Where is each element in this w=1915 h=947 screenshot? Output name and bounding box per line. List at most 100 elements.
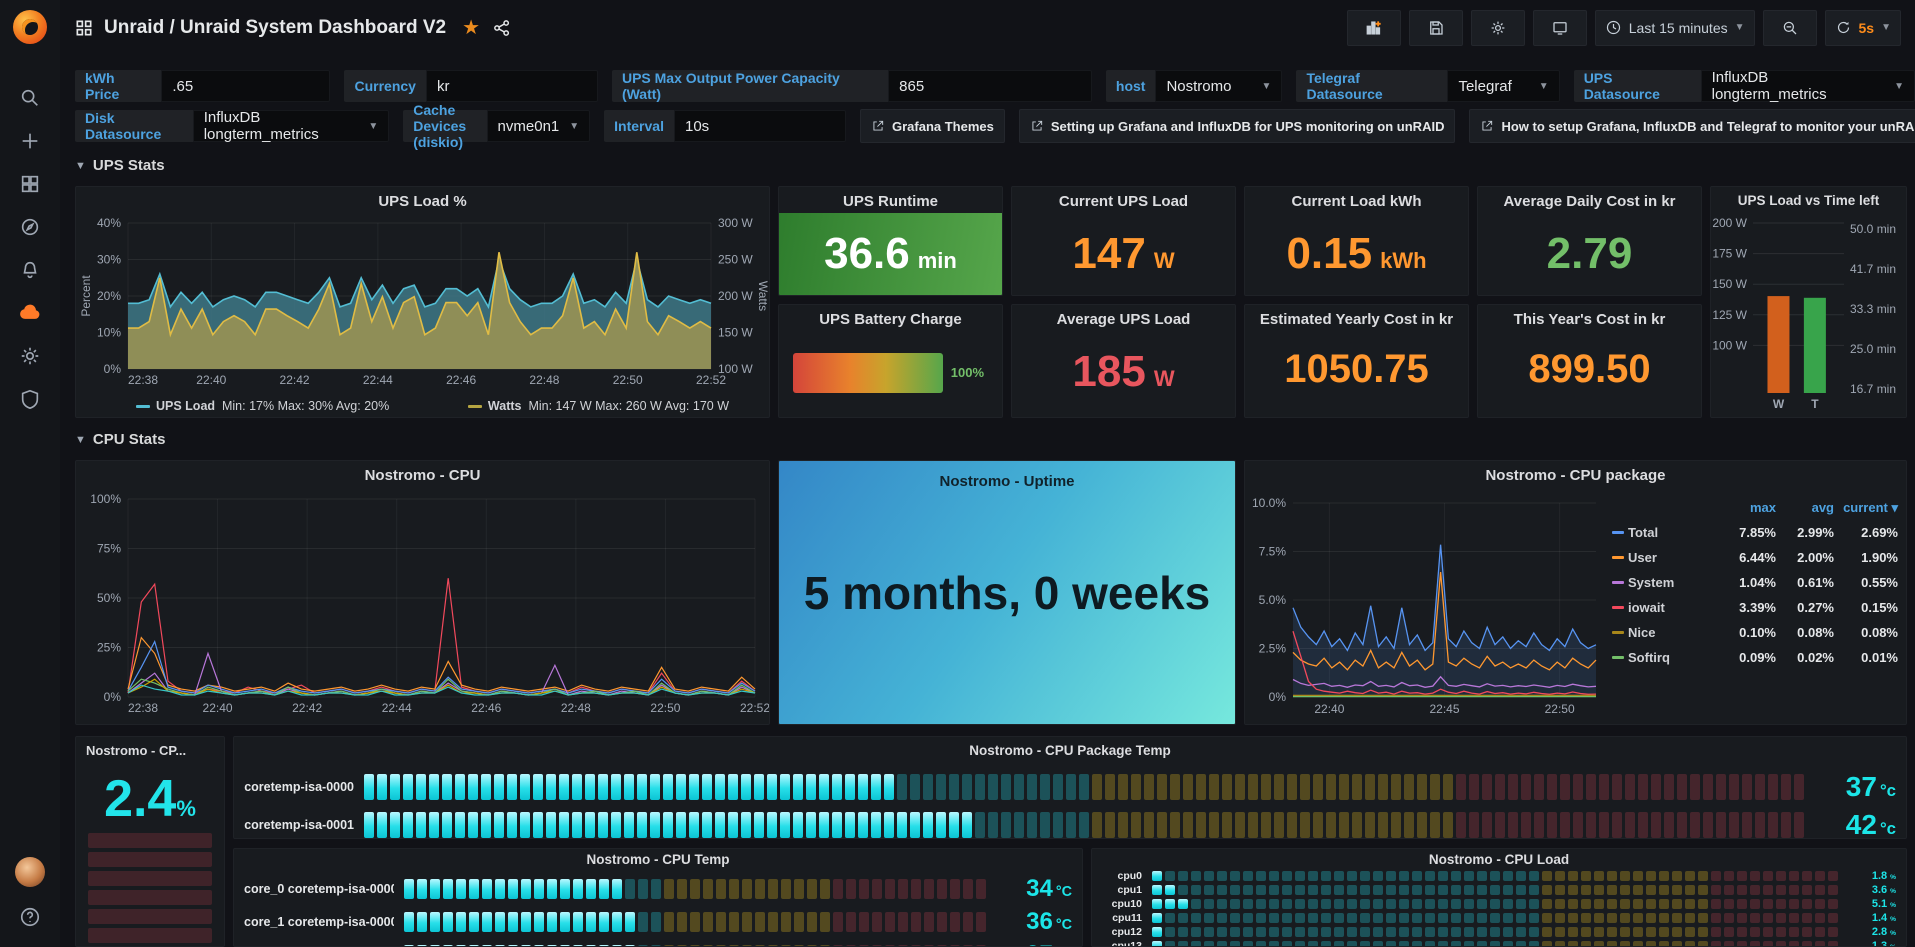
time-range-picker[interactable]: Last 15 minutes ▼ <box>1594 9 1755 46</box>
variable-label: kWh Price <box>75 70 162 102</box>
sidebar <box>0 0 60 947</box>
gauge-cells <box>364 812 1816 838</box>
svg-text:41.7 min: 41.7 min <box>1850 262 1896 276</box>
legend-series-name[interactable]: User <box>1628 550 1657 565</box>
svg-text:125 W: 125 W <box>1712 308 1747 322</box>
panel-nostromo-uptime: Nostromo - Uptime 5 months, 0 weeks <box>778 460 1236 725</box>
stat-value: 147 <box>1072 229 1146 278</box>
variable-select[interactable]: nvme0n1 ▼ <box>486 110 591 142</box>
chevron-down-icon: ▼ <box>569 120 580 132</box>
svg-text:0%: 0% <box>104 690 122 704</box>
legend-col-max[interactable]: max <box>1749 500 1776 515</box>
alerting-bell-icon[interactable] <box>10 250 50 290</box>
create-plus-icon[interactable] <box>10 121 50 161</box>
legend-series-name[interactable]: System <box>1628 575 1675 590</box>
user-avatar[interactable] <box>15 857 45 887</box>
dashboards-icon[interactable] <box>10 164 50 204</box>
dashboard-link[interactable]: How to setup Grafana, InfluxDB and Teleg… <box>1469 109 1915 143</box>
panel-title[interactable]: Nostromo - CPU <box>364 467 481 484</box>
svg-text:22:50: 22:50 <box>650 701 680 715</box>
legend-series-name[interactable]: iowait <box>1628 600 1665 615</box>
gauge-row-label: cpu0 <box>1117 870 1142 882</box>
panel-title[interactable]: Estimated Yearly Cost in kr <box>1259 311 1454 328</box>
panel-title[interactable]: Nostromo - Uptime <box>939 473 1075 490</box>
svg-text:22:46: 22:46 <box>446 373 476 387</box>
zoom-out-button[interactable] <box>1762 9 1817 46</box>
gauge-cells <box>364 774 1816 800</box>
panel-average-ups-load: Average UPS Load 185 W <box>1011 304 1236 418</box>
refresh-button[interactable]: 5s ▼ <box>1824 9 1901 46</box>
panel-title[interactable]: UPS Runtime <box>842 193 938 210</box>
kiosk-tv-button[interactable] <box>1532 9 1587 46</box>
cpu-pct-bar-gauge <box>76 833 224 946</box>
row-header-ups-stats[interactable]: ▼ UPS Stats <box>75 157 165 174</box>
variable-label: Cache Devices (diskio) <box>403 102 487 150</box>
stat-value: 1050.75 <box>1284 347 1429 391</box>
variable-input[interactable]: kr <box>425 70 598 102</box>
panel-title[interactable]: Nostromo - CPU Load <box>1428 852 1570 867</box>
add-panel-button[interactable] <box>1346 9 1401 46</box>
help-icon[interactable] <box>10 897 50 937</box>
variable-select[interactable]: InfluxDB longterm_metrics ▼ <box>192 109 390 143</box>
variable-label: Disk Datasource <box>75 110 193 142</box>
panel-estimated-yearly-cost: Estimated Yearly Cost in kr 1050.75 <box>1244 304 1469 418</box>
top-nav: Unraid / Unraid System Dashboard V2 ★ La… <box>60 0 1915 55</box>
gauge-value: 3.6% <box>1871 884 1896 896</box>
panel-title[interactable]: Average Daily Cost in kr <box>1503 193 1676 210</box>
time-range-label: Last 15 minutes <box>1628 19 1728 36</box>
variable-input[interactable]: .65 <box>161 70 331 102</box>
gauge-row-label: cpu13 <box>1111 940 1142 947</box>
grafana-logo[interactable] <box>13 10 47 44</box>
share-icon[interactable] <box>492 18 512 38</box>
uptime-value-area: 5 months, 0 weeks <box>779 461 1235 724</box>
legend-series-name[interactable]: Total <box>1628 525 1659 540</box>
legend-series-name[interactable]: Nice <box>1628 625 1656 640</box>
dashboard-link[interactable]: Setting up Grafana and InfluxDB for UPS … <box>1018 109 1456 143</box>
panel-ups-load-vs-time-left: UPS Load vs Time left 200 W 175 W 150 W 125… <box>1710 186 1907 418</box>
panel-title[interactable]: This Year's Cost in kr <box>1513 311 1666 328</box>
plugin-cloud-icon[interactable] <box>10 293 50 333</box>
admin-shield-icon[interactable] <box>10 379 50 419</box>
panel-title[interactable]: UPS Load vs Time left <box>1737 193 1880 208</box>
star-icon[interactable]: ★ <box>462 17 481 39</box>
variable-select[interactable]: Telegraf ▼ <box>1447 70 1560 102</box>
legend-item[interactable]: Watts Min: 147 W Max: 260 W Avg: 170 W <box>467 399 729 413</box>
legend-item[interactable]: UPS Load Min: 17% Max: 30% Avg: 20% <box>136 399 389 413</box>
panel-title[interactable]: UPS Load % <box>378 193 467 210</box>
dashboard-title[interactable]: Unraid / Unraid System Dashboard V2 <box>104 16 447 38</box>
save-dashboard-button[interactable] <box>1408 9 1463 46</box>
variable-input[interactable]: 865 <box>888 70 1092 102</box>
svg-text:22:38: 22:38 <box>128 701 158 715</box>
load-vs-time-chart: 200 W 175 W 150 W 125 W 100 W 50.0 min 41.7 mi… <box>1711 215 1906 415</box>
variable-input[interactable]: 10s <box>673 110 846 142</box>
panel-title[interactable]: Average UPS Load <box>1056 311 1191 328</box>
legend-col-avg[interactable]: avg <box>1811 500 1834 515</box>
legend-col-current[interactable]: current ▾ <box>1843 499 1898 515</box>
panel-title[interactable]: Nostromo - CP... <box>86 743 187 758</box>
dashboard-settings-button[interactable] <box>1470 9 1525 46</box>
panel-title[interactable]: Nostromo - CPU Package Temp <box>969 743 1171 758</box>
panel-title[interactable]: Current Load kWh <box>1291 193 1422 210</box>
svg-text:22:46: 22:46 <box>471 701 501 715</box>
panel-title[interactable]: Nostromo - CPU package <box>1485 467 1666 484</box>
search-icon[interactable] <box>10 78 50 118</box>
panel-title[interactable]: Nostromo - CPU Temp <box>586 852 730 867</box>
legend-series-name[interactable]: Softirq <box>1628 650 1670 665</box>
stat-unit: W <box>1153 366 1175 391</box>
svg-text:150 W: 150 W <box>1712 277 1747 291</box>
explore-compass-icon[interactable] <box>10 207 50 247</box>
external-link-icon <box>1032 120 1042 131</box>
gauge-row-label: core_1 coretemp-isa-0000 <box>244 915 394 929</box>
panel-title[interactable]: Current UPS Load <box>1058 193 1189 210</box>
row-header-cpu-stats[interactable]: ▼ CPU Stats <box>75 431 165 448</box>
panel-title[interactable]: UPS Battery Charge <box>819 311 962 328</box>
stat-value: 2.4 <box>104 770 177 828</box>
variable-select[interactable]: Nostromo ▼ <box>1155 70 1283 102</box>
dashboard-link[interactable]: Grafana Themes <box>859 109 1005 143</box>
variable-select[interactable]: InfluxDB longterm_metrics ▼ <box>1700 69 1915 103</box>
svg-text:20%: 20% <box>97 289 121 303</box>
cpu-package-legend-table: max avg current ▾ Total 7.85% 2.99% 2.69% User 6… <box>1612 495 1898 670</box>
configuration-gear-icon[interactable] <box>10 336 50 376</box>
svg-text:22:40: 22:40 <box>203 701 233 715</box>
